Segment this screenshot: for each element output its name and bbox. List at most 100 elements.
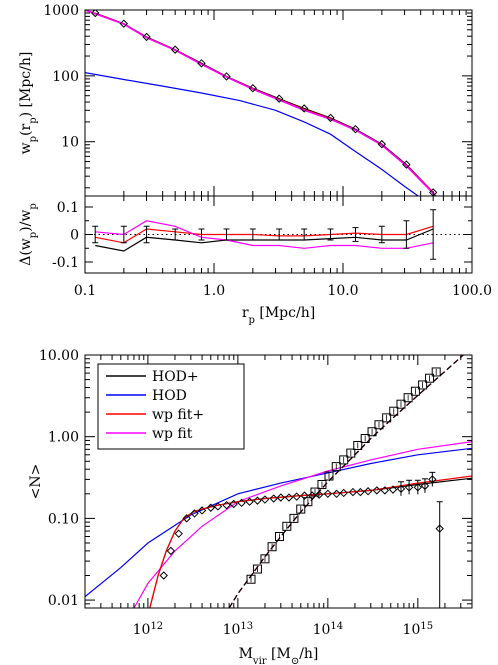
legend-label: wp fit <box>152 426 193 442</box>
data-point <box>323 489 333 499</box>
data-point <box>348 487 358 497</box>
data-point <box>360 434 370 444</box>
data-point <box>402 160 411 169</box>
bottom-panel: 10.00 1.00 0.10 0.01 1012 1013 1014 1015 <N> Mvir… <box>28 348 473 665</box>
data-point <box>435 524 444 533</box>
data-point <box>91 10 100 18</box>
data-point <box>237 498 246 508</box>
data-point <box>260 495 270 504</box>
data-point <box>206 503 215 512</box>
data-point <box>425 373 435 383</box>
plot-area <box>85 10 438 196</box>
legend-label: HOD <box>152 388 187 404</box>
y-tick-label: 0.10 <box>48 511 79 527</box>
legend-box <box>97 363 245 450</box>
data-point <box>289 513 299 523</box>
series-line <box>95 220 434 249</box>
legend-label: HOD+ <box>152 369 199 385</box>
y-axis-title: <N> <box>28 464 44 500</box>
data-point <box>356 487 365 497</box>
data-point <box>339 488 348 498</box>
x-tick-label: 100.0 <box>452 283 492 299</box>
data-point <box>372 486 382 495</box>
data-point <box>396 399 406 409</box>
data-point <box>159 571 168 580</box>
x-tick-label: 1012 <box>133 621 164 639</box>
x-tick-label: 1015 <box>403 621 434 639</box>
data-point <box>282 521 292 531</box>
data-point <box>374 420 384 430</box>
data-point <box>292 492 301 501</box>
y-tick-label: 100 <box>52 69 79 85</box>
data-point <box>413 483 423 492</box>
x-tick-label: 1013 <box>223 621 254 639</box>
data-point <box>269 494 278 503</box>
data-point <box>326 113 335 123</box>
y-tick-label: 1000 <box>43 3 79 19</box>
y-tick-label: 0.01 <box>48 593 79 609</box>
y-axis-title: Δ(wp)/wp <box>18 203 39 266</box>
data-point <box>276 493 286 502</box>
y-axis-title: wp(rp) [Mpc/h] <box>18 52 39 155</box>
data-point <box>317 479 327 489</box>
data-point <box>377 139 387 149</box>
y-tick-label: 10.00 <box>39 348 79 364</box>
data-point <box>404 483 414 492</box>
data-point <box>363 487 373 496</box>
data-point <box>396 484 406 494</box>
data-point <box>284 493 294 502</box>
y-tick-label: 0 <box>70 228 79 244</box>
data-point <box>299 104 309 113</box>
data-point <box>274 532 284 542</box>
data-point <box>260 554 270 564</box>
data-point <box>246 574 256 584</box>
plot-area <box>85 209 472 260</box>
series-line <box>95 228 434 252</box>
data-point <box>274 94 284 103</box>
data-point <box>213 502 223 511</box>
y-tick-label: 0.1 <box>57 200 79 216</box>
top-panel: 1000 100 10 wp(rp) [Mpc/h] <box>18 3 473 197</box>
data-point <box>339 455 349 465</box>
series-line <box>95 225 434 244</box>
data-point <box>331 462 341 472</box>
data-point <box>332 489 341 499</box>
data-point <box>174 529 183 538</box>
plot-frame <box>84 9 473 197</box>
data-point <box>142 32 151 42</box>
series-line <box>85 72 420 196</box>
data-point <box>346 448 356 458</box>
plot-frame <box>84 354 473 609</box>
series-line <box>85 10 437 196</box>
y-tick-label: 10 <box>61 135 79 151</box>
data-point <box>248 83 258 93</box>
data-point <box>314 490 324 499</box>
data-point <box>222 72 231 81</box>
data-point <box>222 500 231 510</box>
series-line <box>85 10 437 196</box>
data-point <box>420 481 430 491</box>
data-point <box>229 499 238 509</box>
data-point <box>410 386 420 396</box>
data-point <box>367 427 377 437</box>
data-point <box>190 509 199 518</box>
data-point <box>380 486 390 495</box>
data-point <box>182 514 191 523</box>
data-point <box>389 406 399 416</box>
data-point <box>197 59 206 68</box>
data-point <box>428 475 437 484</box>
plot-area <box>85 355 472 608</box>
x-axis-title: Mvir [M⊙/h] <box>239 646 319 665</box>
data-point <box>418 380 428 390</box>
x-tick-label: 1014 <box>313 621 344 639</box>
series-line <box>228 355 465 608</box>
middle-panel: 0.1 0 -0.1 0.1 1.0 10.0 100.0 Δ(wp)/wp rp [Mpc/h… <box>18 195 492 326</box>
data-point <box>119 19 129 28</box>
series-line <box>228 355 465 608</box>
data-point <box>303 497 313 507</box>
data-point <box>403 393 413 403</box>
data-point <box>245 497 254 506</box>
x-tick-label: 10.0 <box>327 283 358 299</box>
x-axis-title: rp [Mpc/h] <box>242 305 315 326</box>
